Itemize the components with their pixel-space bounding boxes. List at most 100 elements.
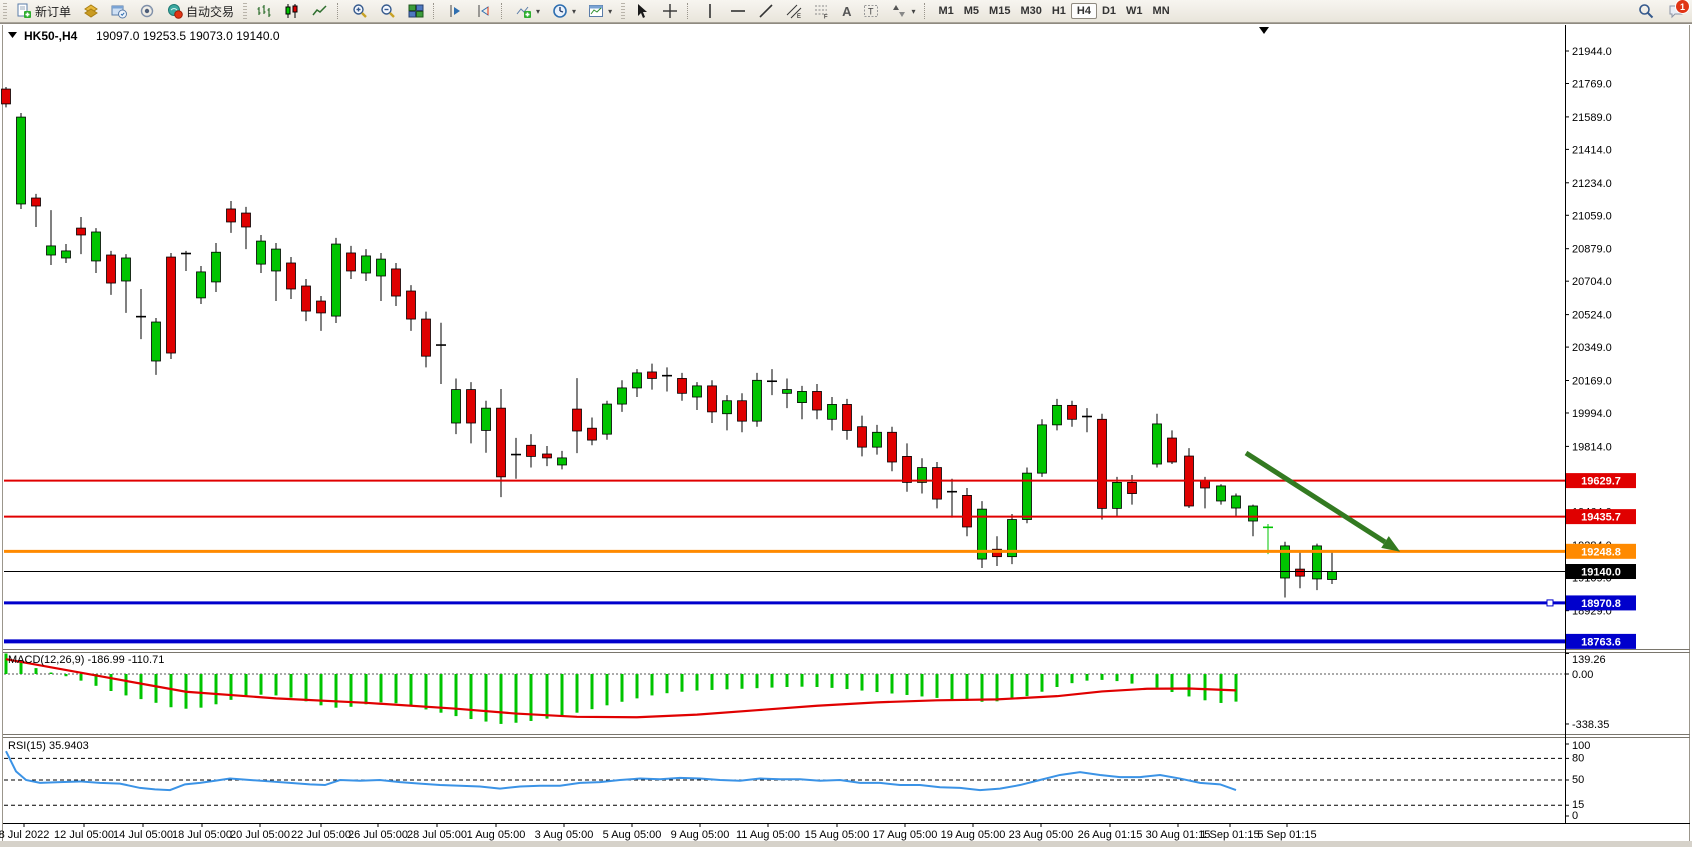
candle-body <box>632 372 642 389</box>
search-icon[interactable] <box>1638 3 1654 19</box>
toolbar-grip <box>3 3 7 19</box>
main-toolbar: 新订单 自动交易 ▾ ▾ <box>0 0 1692 23</box>
horizontal-line-tool-button[interactable] <box>725 2 751 20</box>
text-tool-icon: A <box>842 3 852 19</box>
candle-body <box>1037 424 1047 474</box>
zoom-out-button[interactable] <box>375 2 401 20</box>
svg-text:20524.0: 20524.0 <box>1572 310 1612 322</box>
svg-text:21589.0: 21589.0 <box>1572 112 1612 124</box>
candlestick-chart-button[interactable] <box>279 2 305 20</box>
candle-body <box>151 321 161 362</box>
trend-arrow[interactable] <box>1244 450 1401 552</box>
candle-body <box>241 212 251 228</box>
title-ohlc: 19097.0 19253.5 19073.0 19140.0 <box>96 29 280 43</box>
candle-body <box>752 379 762 422</box>
candle-body <box>286 262 296 290</box>
zoom-out-icon <box>381 4 395 18</box>
indicators-icon <box>516 6 532 18</box>
candle-body <box>992 548 1002 558</box>
timeframe-m5-button[interactable]: M5 <box>963 5 980 17</box>
svg-text:-338.35: -338.35 <box>1572 719 1609 731</box>
new-order-button[interactable]: 新订单 <box>11 2 76 20</box>
timeframe-mn-button[interactable]: MN <box>1152 5 1170 17</box>
candle-body <box>872 431 882 448</box>
chart-title[interactable]: HK50-,H4 19097.0 19253.5 19073.0 19140.0 <box>8 29 280 43</box>
market-watch-icon <box>84 4 98 18</box>
navigator-button[interactable] <box>106 2 132 20</box>
tile-windows-button[interactable] <box>403 2 429 20</box>
fibonacci-tool-button[interactable]: F <box>809 2 835 20</box>
line-chart-icon <box>312 5 327 16</box>
zoom-in-button[interactable] <box>347 2 373 20</box>
zoom-in-icon <box>353 4 367 18</box>
chart-shift-button[interactable] <box>471 2 497 20</box>
text-tool-button[interactable]: A <box>837 2 856 20</box>
text-label-tool-button[interactable]: T <box>858 2 884 20</box>
candle-body <box>977 508 987 560</box>
autotrade-button[interactable]: 自动交易 <box>162 2 239 20</box>
svg-text:15: 15 <box>1572 799 1584 811</box>
candle-body <box>91 231 101 262</box>
indicators-button[interactable]: ▾ <box>511 2 545 20</box>
candle-body <box>1097 418 1107 509</box>
timeframe-w1-button[interactable]: W1 <box>1126 5 1143 17</box>
timeframe-m30-button[interactable]: M30 <box>1020 5 1042 17</box>
bar-chart-icon <box>257 5 271 17</box>
trendline-tool-button[interactable] <box>753 2 779 20</box>
templates-button[interactable]: ▾ <box>583 2 617 20</box>
svg-text:100: 100 <box>1572 740 1590 752</box>
candle-body <box>1022 472 1032 520</box>
line-chart-button[interactable] <box>307 2 333 20</box>
timeframe-h4-button[interactable]: H4 <box>1070 3 1097 19</box>
price-label: 19435.7 <box>1581 512 1621 524</box>
toolbar-separator <box>433 3 439 19</box>
candle-body <box>121 257 131 282</box>
bar-chart-button[interactable] <box>251 2 277 20</box>
market-watch-button[interactable] <box>78 2 104 20</box>
candle-body <box>542 453 552 459</box>
candle-body <box>1067 404 1077 420</box>
arrow-head <box>1381 536 1401 552</box>
vertical-line-tool-button[interactable] <box>697 2 723 20</box>
time-label: 30 Aug 01:15 <box>1146 829 1211 841</box>
timeframe-m15-button[interactable]: M15 <box>989 5 1011 17</box>
cursor-tool-button[interactable] <box>629 2 655 20</box>
price-lines[interactable]: 19629.7 19435.7 19248.8 19140.0 18970.8 18763… <box>4 473 1636 649</box>
time-label: 8 Jul 2022 <box>0 829 49 841</box>
candle-body <box>737 400 747 422</box>
candles <box>1 87 1337 598</box>
candle-body <box>902 456 912 483</box>
channel-tool-button[interactable]: E <box>781 2 807 20</box>
time-label: 18 Jul 05:00 <box>172 829 232 841</box>
candle-body <box>692 385 702 398</box>
periods-button[interactable]: ▾ <box>547 2 581 20</box>
timeframe-m1-button[interactable]: M1 <box>938 5 954 17</box>
arrows-tool-button[interactable]: ▾ <box>886 2 920 20</box>
price-label: 19629.7 <box>1581 476 1621 488</box>
candle-body <box>61 250 71 259</box>
candle-body <box>932 467 942 500</box>
candle-body <box>962 495 972 528</box>
price-chart[interactable]: 21944.0 21769.0 21589.0 21414.0 21234.0 21059… <box>0 24 1692 847</box>
auto-scroll-button[interactable] <box>443 2 469 20</box>
symbol-title: HK50-,H4 <box>24 29 78 43</box>
timeframe-h1-button[interactable]: H1 <box>1051 5 1066 17</box>
candle-body <box>391 268 401 297</box>
navigator-icon <box>111 5 128 19</box>
candle-body <box>481 407 491 431</box>
trendline-icon <box>759 4 773 18</box>
rsi-label: RSI(15) 35.9403 <box>8 740 89 752</box>
candle-body <box>572 408 582 432</box>
chart-window[interactable]: 21944.0 21769.0 21589.0 21414.0 21234.0 21059… <box>0 23 1692 847</box>
crosshair-tool-button[interactable] <box>657 2 683 20</box>
candle-body <box>16 116 26 205</box>
equidistant-channel-icon: E <box>786 4 802 19</box>
terminal-button[interactable] <box>134 2 160 20</box>
notifications-button[interactable]: 1 <box>1668 0 1690 19</box>
timeframe-d1-button[interactable]: D1 <box>1101 5 1117 17</box>
candle-body <box>106 254 116 284</box>
svg-text:F: F <box>824 15 828 20</box>
time-axis[interactable]: 8 Jul 2022 12 Jul 05:00 14 Jul 05:00 18 Jul… <box>0 823 1690 841</box>
autotrade-icon <box>168 4 183 19</box>
candle-body <box>617 387 627 405</box>
